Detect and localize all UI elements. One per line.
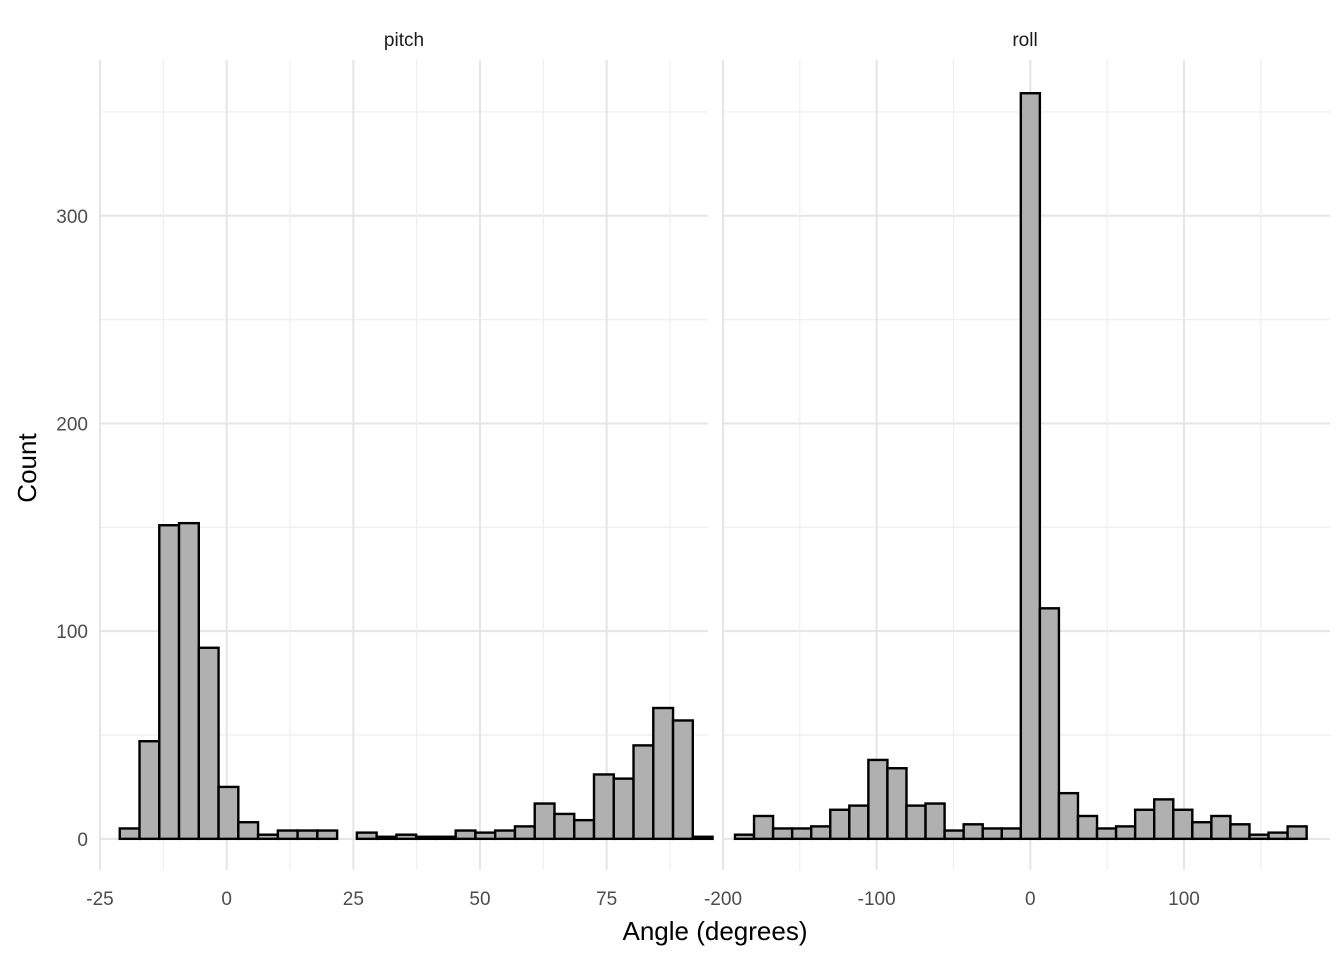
roll-x-ticks: -200 -100 0 100 (704, 889, 1200, 910)
histogram-bar (158, 524, 181, 841)
histogram-bar (217, 785, 240, 841)
histogram-bar (652, 706, 675, 841)
panel-roll: -200 -100 0 100 roll (704, 30, 1330, 910)
histogram-bar (1038, 607, 1061, 841)
x-tick-label: 0 (221, 889, 232, 910)
histogram-bar (1267, 831, 1289, 841)
strip-label-pitch: pitch (384, 30, 424, 51)
histogram-bar (1172, 808, 1194, 841)
histogram-bar (118, 827, 141, 841)
y-tick-label: 100 (56, 622, 88, 643)
roll-bars (733, 92, 1308, 841)
histogram-bar (790, 827, 813, 841)
pitch-grid (99, 60, 708, 870)
x-axis-title: Angle (degrees) (623, 916, 808, 946)
histogram-bar (1248, 833, 1270, 841)
histogram-bar (771, 827, 794, 841)
histogram-bar (1076, 814, 1099, 841)
histogram-bar (592, 773, 615, 841)
x-tick-label: 0 (1025, 889, 1036, 910)
histogram-bar (962, 823, 984, 841)
x-tick-label: -100 (858, 889, 896, 910)
histogram-bar (1114, 825, 1137, 841)
histogram-bar (1210, 814, 1232, 841)
histogram-bar (1000, 827, 1023, 841)
histogram-bar (829, 808, 851, 841)
histogram-bar (553, 812, 576, 841)
histogram-bar (355, 831, 378, 841)
strip-label-roll: roll (1012, 30, 1037, 51)
panel-pitch: -25 0 25 50 75 pitch (86, 30, 714, 910)
x-tick-label: 50 (469, 889, 490, 910)
x-tick-label: 25 (343, 889, 364, 910)
histogram-bar (924, 802, 946, 841)
histogram-bar (434, 835, 457, 841)
histogram-bar (1095, 827, 1118, 841)
histogram-bar (375, 835, 398, 841)
x-tick-label: 75 (596, 889, 617, 910)
histogram-bar (573, 818, 596, 841)
histogram-bar (454, 829, 477, 841)
histogram-bar (733, 833, 756, 841)
histogram-bar (1057, 791, 1080, 841)
histogram-bar (1153, 798, 1175, 841)
x-tick-label: -200 (704, 889, 742, 910)
histogram-bar (1133, 808, 1156, 841)
histogram-bar (513, 825, 536, 841)
histogram-bar (981, 827, 1003, 841)
histogram-bar (905, 804, 927, 841)
histogram-bar (1019, 92, 1042, 841)
histogram-bar (414, 835, 438, 841)
histogram-bar (632, 744, 655, 841)
pitch-bars (118, 521, 714, 841)
x-tick-label: 100 (1168, 889, 1200, 910)
y-tick-label: 0 (77, 830, 88, 851)
histogram-bar (296, 829, 319, 841)
histogram-bar (316, 829, 339, 841)
y-axis-title: Count (12, 433, 42, 503)
y-axis-ticks: 0 100 200 300 (56, 207, 88, 851)
x-tick-label: -25 (86, 889, 113, 910)
y-tick-label: 200 (56, 414, 88, 435)
histogram-bar (886, 767, 908, 841)
histogram-bar (474, 831, 497, 841)
histogram-bar (691, 835, 714, 841)
histogram-bar (177, 521, 200, 841)
histogram-bar (1286, 825, 1308, 841)
pitch-x-ticks: -25 0 25 50 75 (86, 889, 617, 910)
histogram-bar (943, 829, 965, 841)
histogram-bar (810, 825, 832, 841)
histogram-bar (671, 719, 694, 841)
histogram-bar (1229, 823, 1251, 841)
histogram-bar (752, 814, 775, 841)
histogram-bar (138, 740, 161, 841)
histogram-bar (276, 829, 299, 841)
histogram-bar (256, 833, 280, 841)
histogram-bar (494, 829, 517, 841)
histogram-bar (237, 821, 260, 841)
histogram-bar (848, 804, 870, 841)
histogram-bar (867, 758, 889, 841)
histogram-bar (197, 646, 220, 841)
histogram-bar (533, 802, 556, 841)
histogram-bar (395, 833, 418, 841)
histogram-bar (1191, 821, 1213, 841)
histogram-bar (612, 777, 635, 841)
y-tick-label: 300 (56, 207, 88, 228)
